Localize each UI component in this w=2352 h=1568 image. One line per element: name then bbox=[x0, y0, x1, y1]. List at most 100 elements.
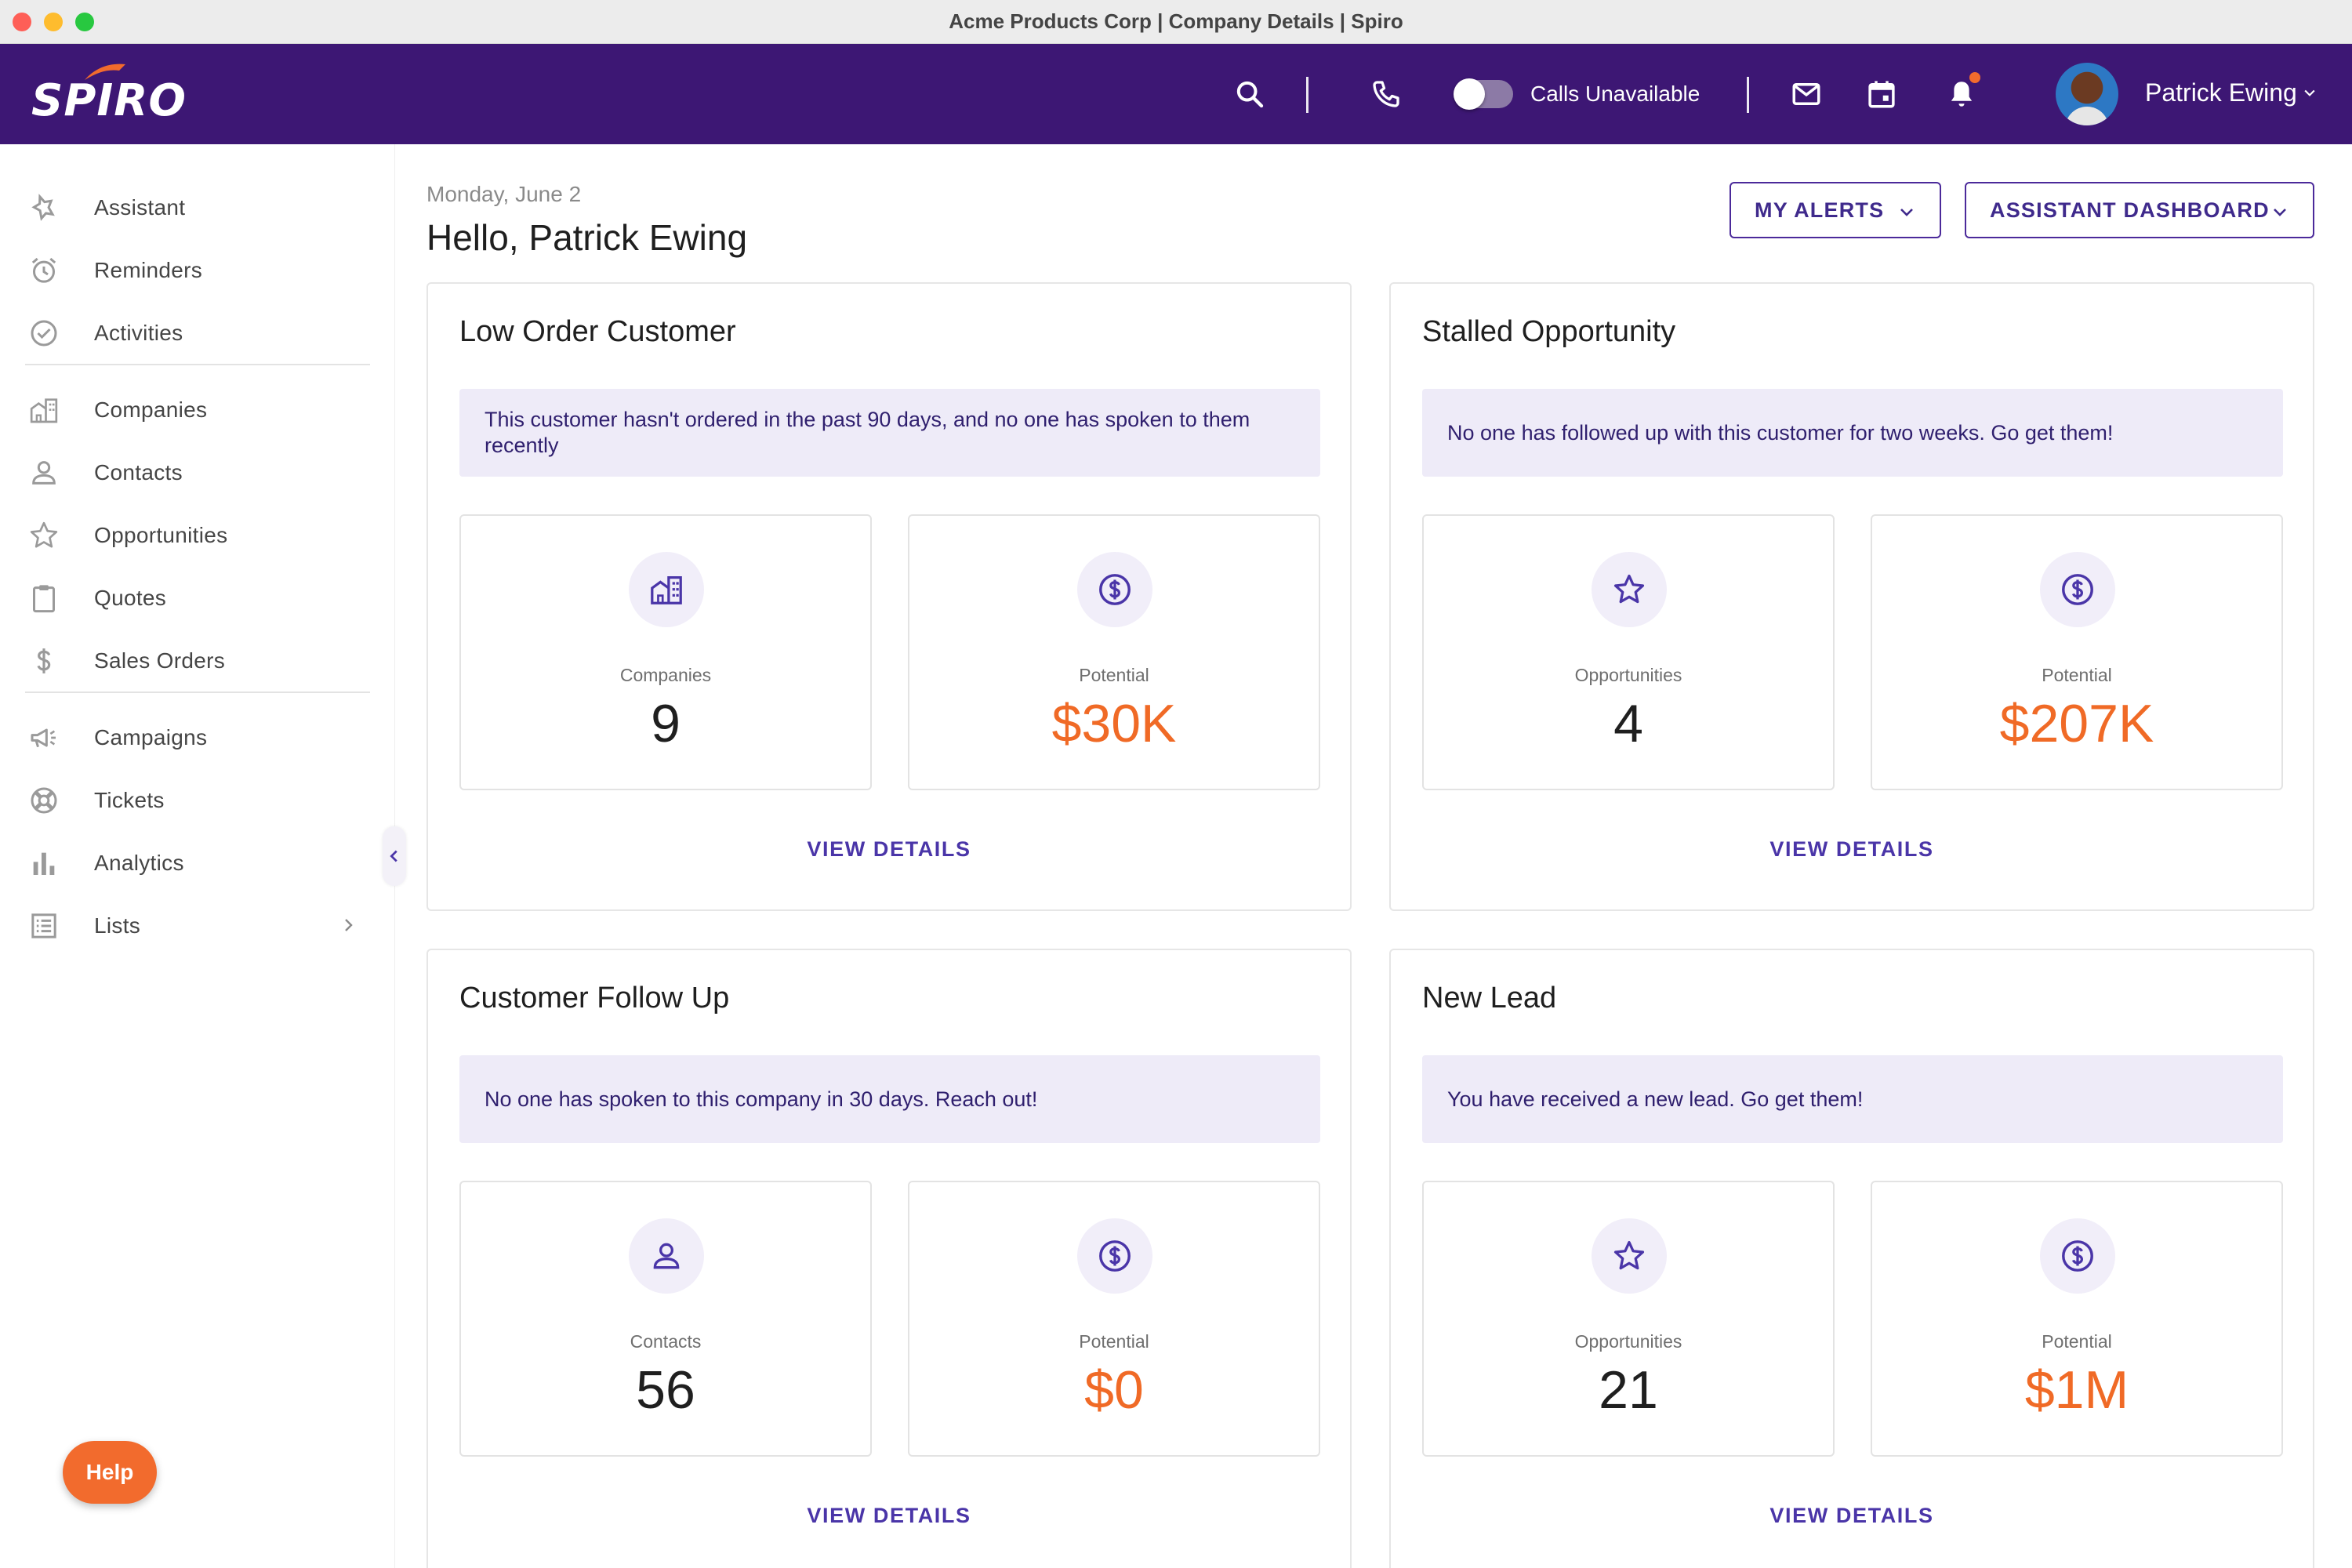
stat-tile[interactable]: Opportunities 4 bbox=[1422, 514, 1835, 790]
stat-tile[interactable]: Potential $0 bbox=[908, 1181, 1320, 1457]
window-close-button[interactable] bbox=[13, 13, 31, 31]
stat-label: Potential bbox=[1079, 1331, 1149, 1352]
assistant-dashboard-label: ASSISTANT DASHBOARD bbox=[1990, 198, 2270, 222]
card-message: You have received a new lead. Go get the… bbox=[1422, 1055, 2283, 1143]
calendar-icon bbox=[1868, 81, 1895, 108]
sidebar-item-contacts[interactable]: Contacts bbox=[25, 445, 370, 500]
clipboard-icon bbox=[25, 579, 63, 617]
my-alerts-button[interactable]: MY ALERTS bbox=[1730, 182, 1941, 238]
person-icon bbox=[25, 454, 63, 492]
chevron-right-icon bbox=[345, 919, 353, 931]
dollar-circle-icon bbox=[2040, 552, 2115, 627]
phone-button[interactable] bbox=[1367, 75, 1405, 113]
sidebar-collapse-button[interactable] bbox=[383, 826, 406, 886]
sidebar-divider bbox=[25, 691, 370, 693]
stat-label: Companies bbox=[619, 665, 712, 685]
help-button[interactable]: Help bbox=[63, 1441, 157, 1504]
sidebar-divider bbox=[25, 364, 370, 365]
chevron-down-icon[interactable] bbox=[2302, 85, 2318, 100]
avatar[interactable] bbox=[2056, 63, 2118, 125]
stat-label: Contacts bbox=[630, 1331, 702, 1352]
chevron-left-icon bbox=[390, 850, 397, 862]
page-title: Hello, Patrick Ewing bbox=[426, 217, 748, 258]
chevron-down-icon bbox=[1900, 209, 1913, 216]
spiro-logo[interactable]: SPIRO bbox=[31, 64, 187, 126]
stat-tile[interactable]: Companies 9 bbox=[459, 514, 872, 790]
sidebar-item-quotes[interactable]: Quotes bbox=[25, 571, 370, 626]
notifications-button[interactable] bbox=[1943, 75, 1980, 113]
sidebar-item-analytics[interactable]: Analytics bbox=[25, 836, 370, 891]
stat-tile[interactable]: Potential $30K bbox=[908, 514, 1320, 790]
sidebar-item-sales-orders[interactable]: Sales Orders bbox=[25, 633, 370, 688]
sidebar-item-label: Opportunities bbox=[94, 523, 228, 547]
calls-availability-toggle[interactable] bbox=[1454, 78, 1513, 110]
lifebuoy-icon bbox=[25, 782, 63, 819]
stat-value: 9 bbox=[651, 694, 681, 753]
card-title: New Lead bbox=[1422, 982, 1557, 1014]
alert-card-new-lead: New Lead You have received a new lead. G… bbox=[1389, 949, 2314, 1568]
calls-status-label: Calls Unavailable bbox=[1530, 82, 1700, 106]
sidebar-item-label: Companies bbox=[94, 397, 208, 422]
sidebar-item-tickets[interactable]: Tickets bbox=[25, 773, 370, 828]
logo-swoosh-icon bbox=[85, 64, 125, 80]
stat-tile[interactable]: Contacts 56 bbox=[459, 1181, 872, 1457]
sidebar-item-label: Lists bbox=[94, 913, 141, 938]
search-button[interactable] bbox=[1231, 75, 1269, 113]
avatar-shirt bbox=[2065, 107, 2109, 125]
alert-card-customer-follow-up: Customer Follow Up No one has spoken to … bbox=[426, 949, 1352, 1568]
building-icon bbox=[629, 552, 704, 627]
sidebar: Assistant Reminders Activities Companies… bbox=[0, 144, 395, 1568]
stat-value: $207K bbox=[1999, 694, 2154, 753]
view-details-link[interactable]: VIEW DETAILS bbox=[807, 837, 971, 861]
view-details-link[interactable]: VIEW DETAILS bbox=[1769, 1504, 1934, 1527]
sidebar-item-activities[interactable]: Activities bbox=[25, 306, 370, 361]
sidebar-item-campaigns[interactable]: Campaigns bbox=[25, 710, 370, 765]
stat-tile[interactable]: Potential $207K bbox=[1871, 514, 2283, 790]
dollar-circle-icon bbox=[1077, 552, 1152, 627]
sidebar-item-label: Assistant bbox=[94, 195, 186, 220]
sidebar-item-assistant[interactable]: Assistant bbox=[25, 180, 370, 235]
bell-icon bbox=[1951, 82, 1973, 107]
stat-label: Opportunities bbox=[1574, 665, 1682, 685]
sidebar-item-lists[interactable]: Lists bbox=[25, 898, 370, 953]
calendar-button[interactable] bbox=[1863, 75, 1900, 113]
alarm-clock-icon bbox=[25, 252, 63, 289]
sidebar-item-label: Quotes bbox=[94, 586, 167, 610]
sidebar-item-label: Analytics bbox=[94, 851, 184, 875]
stat-label: Potential bbox=[2042, 1331, 2112, 1352]
dollar-icon bbox=[25, 642, 63, 680]
dollar-circle-icon bbox=[2040, 1218, 2115, 1294]
stat-label: Potential bbox=[2042, 665, 2112, 685]
view-details-link[interactable]: VIEW DETAILS bbox=[807, 1504, 971, 1527]
assistant-dashboard-button[interactable]: ASSISTANT DASHBOARD bbox=[1965, 182, 2314, 238]
sidebar-item-companies[interactable]: Companies bbox=[25, 383, 370, 437]
check-circle-icon bbox=[25, 314, 63, 352]
card-message: No one has spoken to this company in 30 … bbox=[459, 1055, 1320, 1143]
user-menu-name[interactable]: Patrick Ewing bbox=[2145, 78, 2297, 107]
phone-icon bbox=[1373, 81, 1399, 107]
stat-value: $0 bbox=[1084, 1360, 1144, 1420]
stat-tile[interactable]: Opportunities 21 bbox=[1422, 1181, 1835, 1457]
email-button[interactable] bbox=[1788, 75, 1825, 113]
logo-text: SPIRO bbox=[31, 75, 187, 126]
window-maximize-button[interactable] bbox=[75, 13, 94, 31]
window-minimize-button[interactable] bbox=[44, 13, 63, 31]
sidebar-item-reminders[interactable]: Reminders bbox=[25, 243, 370, 298]
top-navigation: SPIRO Calls Unavailable bbox=[0, 44, 2352, 144]
stat-tile[interactable]: Potential $1M bbox=[1871, 1181, 2283, 1457]
title-bar: Acme Products Corp | Company Details | S… bbox=[0, 0, 2352, 44]
mail-icon bbox=[1792, 83, 1820, 105]
window-title: Acme Products Corp | Company Details | S… bbox=[949, 9, 1403, 33]
stat-value: $30K bbox=[1051, 694, 1177, 753]
bar-chart-icon bbox=[25, 844, 63, 882]
nav-separator bbox=[1747, 77, 1749, 113]
sidebar-item-opportunities[interactable]: Opportunities bbox=[25, 508, 370, 563]
view-details-link[interactable]: VIEW DETAILS bbox=[1769, 837, 1934, 861]
card-title: Stalled Opportunity bbox=[1422, 315, 1676, 348]
stat-label: Potential bbox=[1079, 665, 1149, 685]
notification-badge bbox=[1969, 72, 1980, 83]
assistant-icon bbox=[25, 189, 63, 227]
card-message: No one has followed up with this custome… bbox=[1422, 389, 2283, 477]
my-alerts-label: MY ALERTS bbox=[1755, 198, 1885, 222]
sidebar-item-label: Activities bbox=[94, 321, 183, 345]
